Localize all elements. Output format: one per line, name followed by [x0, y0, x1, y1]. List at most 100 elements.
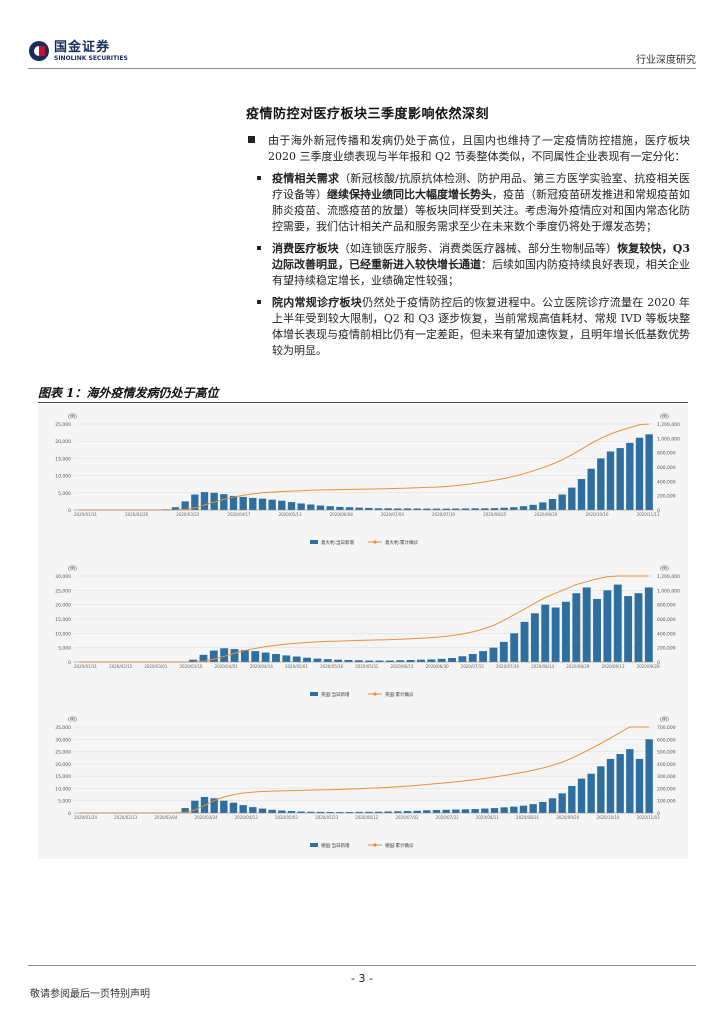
bar [278, 500, 286, 510]
bar [249, 497, 257, 510]
point-2-text1: （如连锁医疗服务、消费类医疗器械、部分生物制品等） [338, 242, 618, 255]
bar [268, 499, 276, 510]
bar [461, 508, 470, 510]
bar [191, 494, 199, 510]
x-tick-label: 2020/01/31 [74, 664, 98, 669]
bar [458, 656, 467, 662]
bar [551, 607, 560, 662]
y-right-tick-label: 1,200,000 [657, 422, 680, 428]
bar [268, 809, 276, 813]
x-tick-label: 2020/08/11 [476, 815, 500, 820]
point-1-text1: （新冠核酸/抗原抗体检测、防护用品、第三方医学实验室、抗疫相关医疗设备等） [272, 172, 690, 201]
legend-line-marker [373, 843, 377, 847]
y-right-unit: (例) [660, 413, 669, 420]
bar [272, 653, 280, 662]
legend-bar-swatch [310, 540, 318, 544]
bar [191, 800, 199, 813]
x-tick-label: 2020/08/31 [516, 815, 540, 820]
bar [490, 808, 499, 813]
x-tick-label: 2020/07/30 [496, 664, 520, 669]
x-tick-label: 2020/03/24 [195, 815, 219, 820]
chart-3: (例) (例) 0 5,000 10,000 15,000 20,000 25,000 30,0… [55, 716, 676, 849]
bar [500, 807, 508, 813]
bar [354, 660, 363, 662]
x-tick-label: 2020/05/31 [355, 664, 379, 669]
bar [334, 659, 343, 662]
legend-bar-label: 英国:当日新增 [321, 691, 350, 698]
bar [355, 811, 363, 813]
y-right-tick-label: 700,000 [657, 725, 676, 731]
x-tick-label: 2020/05/16 [320, 664, 344, 669]
y-left-tick-label: 30,000 [55, 574, 71, 580]
bar [307, 811, 315, 813]
bar [539, 801, 547, 813]
logo-en-text: SINOLINK SECURITIES [54, 54, 128, 62]
x-tick-label: 2020/04/01 [215, 664, 239, 669]
bar [365, 660, 374, 662]
bar [303, 657, 311, 662]
bar [229, 802, 238, 813]
bar [616, 754, 624, 813]
bar [171, 507, 180, 510]
bar [510, 633, 519, 662]
bar [587, 468, 595, 510]
x-tick-label: 2020/03/16 [179, 664, 203, 669]
bar [606, 451, 615, 510]
bar [634, 593, 643, 662]
company-logo: 国金证券 SINOLINK SECURITIES [28, 40, 128, 62]
bar [287, 811, 296, 813]
bar [558, 793, 566, 813]
bar [562, 601, 570, 662]
x-tick-label: 2020/02/13 [114, 815, 138, 820]
bar [520, 621, 529, 662]
y-left-tick-label: 35,000 [55, 725, 71, 731]
bar [442, 508, 450, 510]
x-tick-label: 2020/05/13 [279, 512, 303, 517]
y-right-tick-label: 0 [657, 508, 660, 514]
bar [394, 811, 402, 813]
chart-2: (例) (例) 0 5,000 10,000 15,000 20,000 25,000 30,0… [55, 565, 680, 698]
x-tick-label: 2020/01/24 [74, 815, 98, 820]
bar [432, 810, 441, 813]
bar [568, 785, 576, 813]
bar [313, 658, 322, 662]
x-tick-label: 2020/02/15 [109, 664, 133, 669]
point-1-lead: 疫情相关需求 [272, 172, 340, 185]
y-left-tick-label: 15,000 [55, 774, 71, 780]
x-tick-label: 2020/01/31 [74, 512, 98, 517]
bar [292, 656, 301, 662]
bar [396, 660, 405, 662]
bar [442, 809, 450, 813]
y-right-tick-label: 300,000 [657, 774, 676, 780]
y-left-tick-label: 5,000 [58, 799, 71, 805]
bar [336, 506, 344, 510]
bar [345, 812, 354, 813]
bar [490, 508, 499, 510]
bar [510, 806, 518, 813]
x-tick-label: 2020/02/26 [125, 512, 149, 517]
point-1-emph: 继续保持业绩同比大幅度增长势头 [327, 188, 492, 201]
bar [645, 739, 653, 813]
bar [394, 508, 402, 510]
bar [568, 487, 576, 510]
bar [597, 766, 605, 813]
y-right-tick-label: 200,000 [657, 494, 676, 500]
y-right-tick-label: 0 [657, 660, 660, 666]
y-right-tick-label: 1,200,000 [657, 574, 680, 580]
bar [282, 655, 291, 662]
bar [326, 506, 334, 510]
bar [261, 652, 270, 662]
x-tick-label: 2020/07/30 [432, 512, 456, 517]
header-divider [28, 68, 696, 69]
bar [479, 651, 488, 662]
bar [240, 649, 249, 662]
bar [635, 437, 644, 510]
y-right-tick-label: 0 [657, 811, 660, 817]
y-left-tick-label: 0 [68, 811, 71, 817]
y-right-tick-label: 600,000 [657, 465, 676, 471]
bar [548, 498, 557, 510]
bar [181, 501, 189, 510]
bar [452, 809, 460, 813]
bar [239, 496, 247, 510]
bar [323, 659, 332, 662]
